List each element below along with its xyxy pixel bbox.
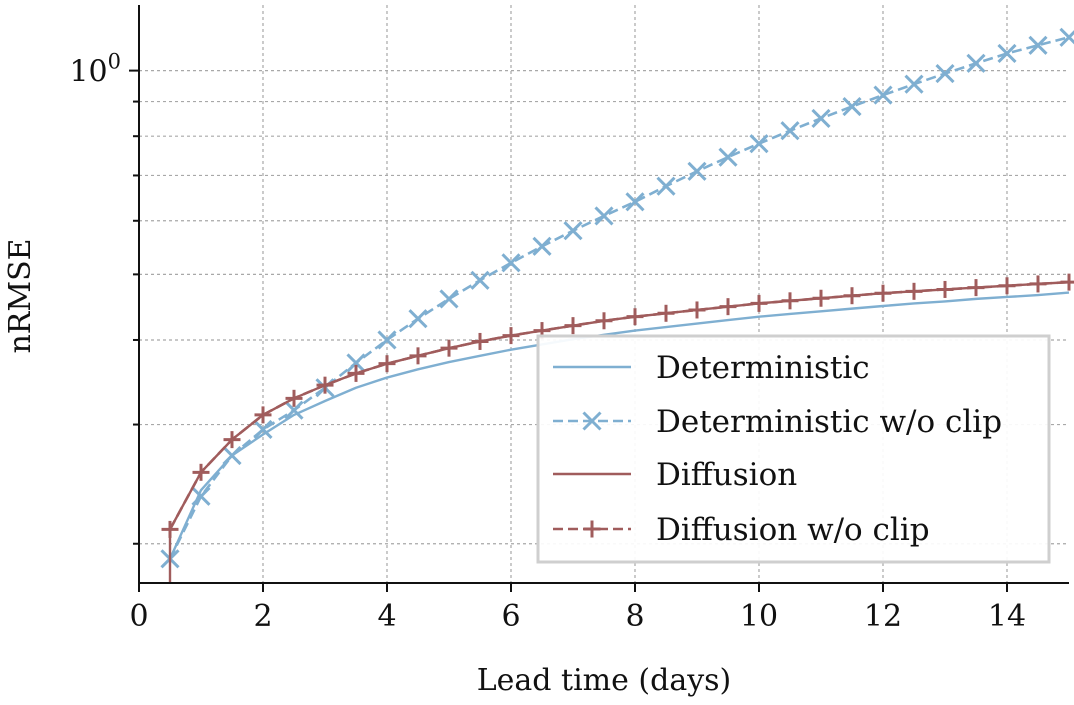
data-point (254, 406, 272, 424)
data-point (284, 400, 304, 420)
data-point (564, 317, 582, 335)
data-point (192, 463, 210, 481)
x-tick-label: 10 (740, 599, 778, 634)
data-point (905, 282, 923, 300)
x-tick-label: 4 (377, 599, 396, 634)
series-layer (160, 27, 1074, 583)
data-point (377, 330, 397, 350)
legend-marker (583, 520, 601, 538)
data-point (409, 347, 427, 365)
data-point (285, 389, 303, 407)
y-tick-label: 100 (69, 50, 121, 90)
legend-item: Deterministic (553, 350, 870, 386)
x-tick-label: 6 (501, 599, 520, 634)
legend-label: Deterministic w/o clip (656, 404, 1002, 440)
data-point (966, 53, 986, 73)
x-axis-title: Lead time (days) (477, 663, 732, 698)
data-point (1059, 27, 1074, 47)
data-point (780, 121, 800, 141)
data-point (563, 221, 583, 241)
legend-item: Deterministic w/o clip (553, 404, 1002, 440)
data-point (532, 236, 552, 256)
data-point (223, 431, 241, 449)
data-point (408, 309, 428, 329)
data-point (595, 312, 613, 330)
x-tick-label: 12 (864, 599, 902, 634)
data-point (346, 353, 366, 373)
data-point (749, 134, 769, 154)
x-ticks: 0 2 4 6 8 10 12 14 (129, 583, 1026, 634)
data-point (718, 147, 738, 167)
legend-label: Diffusion w/o clip (656, 512, 930, 548)
data-point (719, 298, 737, 316)
data-point (750, 294, 768, 312)
data-point (1060, 273, 1074, 291)
data-point (378, 355, 396, 373)
data-point (811, 108, 831, 128)
data-point (316, 376, 334, 394)
y-axis-title: nRMSE (3, 238, 38, 353)
data-point (904, 74, 924, 94)
legend-marker (582, 411, 602, 431)
data-point (687, 161, 707, 181)
data-point (688, 301, 706, 319)
x-tick-label: 0 (129, 599, 148, 634)
legend-label: Diffusion (656, 457, 797, 493)
data-point (998, 277, 1016, 295)
data-point (222, 445, 242, 466)
data-point (626, 308, 644, 326)
data-point (625, 192, 645, 212)
data-point (191, 486, 211, 506)
series-4 (161, 273, 1074, 538)
legend-box (536, 334, 1051, 564)
x-tick-label: 8 (625, 599, 644, 634)
data-point (967, 279, 985, 297)
series-2 (160, 27, 1074, 569)
data-point (874, 284, 892, 302)
data-point (470, 270, 490, 290)
y-ticks: 100 (69, 50, 139, 545)
data-point (1028, 35, 1048, 55)
data-point (439, 289, 459, 309)
data-point (502, 327, 520, 345)
series-line (168, 291, 1070, 560)
data-point (501, 253, 521, 273)
data-point (347, 364, 365, 382)
data-point (843, 287, 861, 305)
x-tick-label: 14 (988, 599, 1026, 634)
legend-label: Deterministic (656, 350, 870, 386)
legend-item: Diffusion (553, 457, 797, 493)
series-1 (168, 291, 1070, 560)
data-point (935, 63, 955, 84)
data-point (440, 339, 458, 357)
legend-item: Diffusion w/o clip (553, 512, 930, 548)
data-point (253, 419, 273, 440)
data-point (812, 289, 830, 307)
data-point (1029, 275, 1047, 293)
x-tick-label: 2 (253, 599, 272, 634)
data-point (656, 176, 676, 196)
data-point (936, 280, 954, 298)
legend: Deterministic Deterministic w/o clip Diffu… (536, 334, 1051, 564)
data-point (781, 292, 799, 310)
data-point (471, 332, 489, 350)
data-point (873, 85, 893, 105)
data-point (594, 206, 614, 226)
data-point (657, 304, 675, 322)
series-line (168, 280, 1070, 531)
data-point (997, 43, 1017, 64)
data-point (842, 96, 862, 117)
